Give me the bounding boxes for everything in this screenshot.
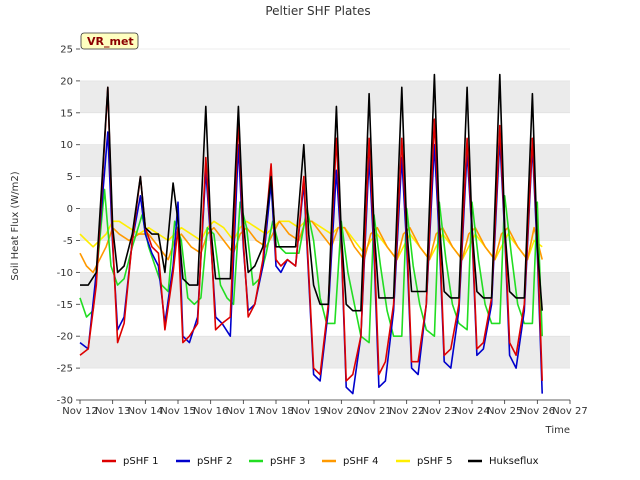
x-tick-label: Nov 20 xyxy=(324,406,359,417)
legend-label: pSHF 3 xyxy=(270,456,306,467)
grid-bands xyxy=(80,48,570,401)
series-line-hukseflux xyxy=(80,73,543,312)
y-tick-label: 25 xyxy=(60,45,73,56)
y-tick-label: -25 xyxy=(57,364,73,375)
y-tick-label: 10 xyxy=(60,140,73,151)
legend-item: pSHF 4 xyxy=(322,456,379,467)
x-tick-label: Nov 22 xyxy=(389,406,424,417)
legend-item: pSHF 3 xyxy=(249,456,306,467)
legend-label: pSHF 2 xyxy=(197,456,233,467)
legend-item: Hukseflux xyxy=(468,456,539,467)
x-tick-label: Nov 16 xyxy=(193,406,228,417)
x-tick-label: Nov 17 xyxy=(226,406,261,417)
x-tick-label: Nov 12 xyxy=(62,406,97,417)
y-tick-label: 20 xyxy=(60,76,73,87)
x-axis-title: Time xyxy=(545,425,570,436)
legend-label: Hukseflux xyxy=(489,456,539,467)
x-tick-label: Nov 26 xyxy=(520,406,555,417)
y-tick-label: 0 xyxy=(67,204,73,215)
grid-band xyxy=(80,208,570,241)
badge: VR_met xyxy=(80,32,139,50)
grid-band xyxy=(80,272,570,305)
badge-box xyxy=(80,32,139,50)
y-axis-title: Soil Heat Flux (W/m2) xyxy=(10,171,21,280)
legend-item: pSHF 1 xyxy=(102,456,159,467)
legend-label: pSHF 4 xyxy=(343,456,379,467)
chart-title: Peltier SHF Plates xyxy=(265,4,370,18)
y-tick-label: -5 xyxy=(63,236,73,247)
x-tick-label: Nov 27 xyxy=(552,406,587,417)
legend-label: pSHF 5 xyxy=(417,456,453,467)
legend: pSHF 1 pSHF 2 pSHF 3 pSHF 4 pSHF 5 Hukseflux xyxy=(102,456,539,467)
x-tick-label: Nov 14 xyxy=(128,406,163,417)
x-tick-label: Nov 19 xyxy=(291,406,326,417)
series-line-pshf-1 xyxy=(79,86,543,382)
series-line-pshf-3 xyxy=(79,188,543,344)
x-tick-label: Nov 24 xyxy=(454,406,489,417)
y-tick-label: -20 xyxy=(57,332,73,343)
y-tick-label: -30 xyxy=(57,396,73,407)
y-axis: -30 -25 -20 -15 -10 -5 0 5 10 15 20 25 xyxy=(57,45,80,407)
legend-label: pSHF 1 xyxy=(123,456,159,467)
legend-item: pSHF 5 xyxy=(396,456,453,467)
x-tick-label: Nov 25 xyxy=(487,406,522,417)
x-tick-label: Nov 15 xyxy=(160,406,195,417)
plot-area xyxy=(79,73,543,395)
grid-band xyxy=(80,144,570,177)
grid-band xyxy=(80,80,570,113)
x-tick-label: Nov 23 xyxy=(422,406,457,417)
badge-label: VR_met xyxy=(87,35,134,48)
x-tick-label: Nov 21 xyxy=(356,406,391,417)
legend-item: pSHF 2 xyxy=(176,456,233,467)
y-tick-label: 15 xyxy=(60,108,73,119)
y-tick-label: 5 xyxy=(67,172,73,183)
x-tick-label: Nov 13 xyxy=(95,406,130,417)
y-tick-label: -15 xyxy=(57,300,73,311)
y-tick-label: -10 xyxy=(57,268,73,279)
x-tick-label: Nov 18 xyxy=(258,406,293,417)
